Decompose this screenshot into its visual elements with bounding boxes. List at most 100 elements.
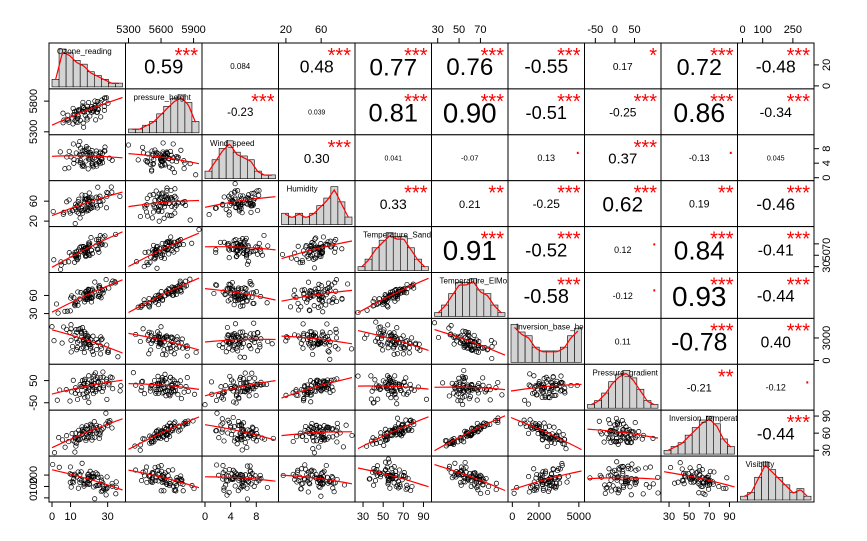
tick-label: 0 bbox=[612, 24, 618, 36]
histogram-bar bbox=[740, 495, 748, 501]
scatter-point bbox=[149, 168, 155, 174]
scatter-point bbox=[169, 335, 175, 341]
scatter-point bbox=[300, 480, 306, 486]
scatter-point bbox=[522, 397, 528, 403]
correlation-value: 0.93 bbox=[672, 281, 727, 312]
smoothing-line bbox=[128, 277, 200, 314]
smoothing-line bbox=[587, 428, 659, 439]
scatter-point bbox=[385, 304, 391, 310]
scatter-point bbox=[160, 377, 166, 383]
scatter-point bbox=[77, 326, 83, 332]
scatter-point bbox=[163, 352, 169, 358]
scatter-point bbox=[489, 355, 495, 362]
smoothing-line bbox=[510, 470, 582, 491]
scatter-point bbox=[226, 489, 232, 495]
scatter-point bbox=[391, 389, 397, 395]
scatter-point bbox=[650, 481, 656, 487]
smoothing-line bbox=[357, 277, 429, 314]
scatter-point bbox=[212, 205, 219, 211]
significance-stars: *** bbox=[328, 137, 352, 159]
scatter-point bbox=[499, 392, 505, 398]
scatter-point bbox=[148, 478, 154, 484]
scatter-point bbox=[150, 209, 157, 215]
density-curve bbox=[437, 280, 502, 314]
scatter-point bbox=[300, 259, 306, 266]
scatter-point bbox=[321, 479, 327, 486]
scatter-point bbox=[142, 203, 148, 209]
scatter-point bbox=[608, 439, 614, 445]
scatter-point bbox=[77, 391, 83, 397]
scatter-point bbox=[349, 432, 355, 439]
scatter-point bbox=[80, 162, 86, 168]
scatter-point bbox=[187, 276, 193, 282]
correlation-value: 0.12 bbox=[614, 245, 631, 255]
scatter-point bbox=[380, 347, 386, 353]
scatter-point bbox=[526, 474, 532, 480]
histogram-bar bbox=[392, 236, 401, 271]
scatter-point bbox=[76, 196, 82, 202]
scatter-point bbox=[158, 488, 164, 494]
scatter-point bbox=[614, 459, 620, 465]
scatter-point bbox=[453, 469, 459, 475]
scatter-point bbox=[117, 388, 123, 394]
scatter-point bbox=[214, 462, 220, 468]
scatter-point bbox=[157, 338, 163, 344]
scatter-point bbox=[236, 243, 242, 249]
scatter-point bbox=[243, 254, 250, 260]
histogram-bar bbox=[601, 392, 609, 409]
scatter-point bbox=[472, 346, 478, 352]
scatter-point bbox=[334, 432, 340, 438]
scatter-point bbox=[169, 203, 175, 209]
scatter-point bbox=[96, 249, 102, 255]
scatter-point bbox=[159, 190, 165, 196]
scatter-point bbox=[82, 376, 88, 382]
scatter-point bbox=[291, 292, 297, 298]
scatter-point bbox=[223, 383, 229, 389]
correlation-value: -0.78 bbox=[671, 330, 727, 357]
scatter-point bbox=[148, 383, 154, 389]
scatter-point bbox=[153, 390, 159, 396]
scatter-point bbox=[408, 417, 414, 423]
scatter-point bbox=[226, 255, 232, 261]
smoothing-line bbox=[434, 386, 506, 391]
tick-label: 0 bbox=[739, 24, 745, 36]
significance-stars: *** bbox=[175, 45, 199, 67]
scatter-point bbox=[611, 467, 617, 473]
scatter-point bbox=[527, 417, 533, 423]
panel-9-3 bbox=[278, 455, 356, 503]
scatter-point bbox=[224, 324, 230, 331]
scatter-point bbox=[100, 198, 106, 204]
scatter-point bbox=[409, 427, 415, 433]
smoothing-line bbox=[128, 383, 200, 390]
scatter-point bbox=[372, 478, 379, 484]
scatter-point bbox=[241, 239, 247, 245]
scatter-point bbox=[475, 429, 481, 435]
scatter-point bbox=[70, 480, 76, 486]
scatter-point bbox=[155, 302, 161, 308]
panel-4-2 bbox=[201, 226, 279, 274]
scatter-point bbox=[231, 438, 237, 444]
scatter-point bbox=[633, 476, 639, 482]
scatter-point bbox=[339, 296, 345, 302]
panel-6-3 bbox=[278, 317, 356, 365]
panel-3-0 bbox=[48, 180, 126, 228]
scatter-point bbox=[88, 235, 94, 241]
scatter-point bbox=[632, 420, 638, 426]
scatter-point bbox=[303, 423, 309, 430]
scatter-point bbox=[155, 427, 161, 433]
histogram-bar bbox=[337, 201, 346, 225]
correlation-value: 0.17 bbox=[613, 62, 633, 73]
scatter-point bbox=[178, 396, 184, 402]
scatter-point bbox=[307, 288, 313, 294]
scatter-point bbox=[625, 435, 631, 441]
scatter-point bbox=[324, 384, 330, 390]
scatter-point bbox=[98, 295, 104, 301]
panel-0-9: -0.48*** bbox=[737, 42, 815, 90]
significance-stars: *** bbox=[404, 183, 428, 205]
scatter-point bbox=[91, 372, 97, 378]
scatter-point bbox=[408, 487, 414, 494]
histogram-bar bbox=[490, 304, 499, 317]
scatter-point bbox=[319, 470, 325, 476]
scatter-point bbox=[301, 396, 307, 402]
scatter-point bbox=[390, 289, 396, 295]
